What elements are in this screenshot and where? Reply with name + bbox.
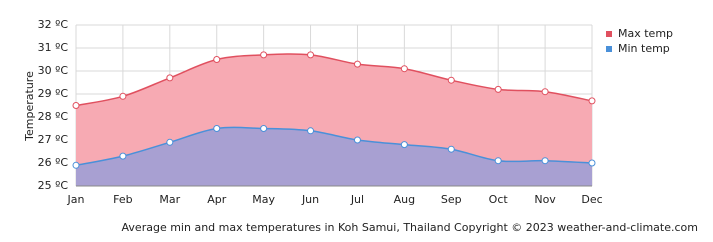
- legend-label: Min temp: [618, 42, 670, 55]
- point: [447, 76, 455, 84]
- x-tick-label: Mar: [159, 193, 180, 206]
- x-tick-label: Feb: [113, 193, 132, 206]
- point: [588, 97, 596, 105]
- point: [541, 157, 549, 165]
- area: [76, 127, 592, 186]
- point: [166, 138, 174, 146]
- point: [213, 56, 221, 63]
- x-tick-label: Sep: [441, 193, 462, 206]
- x-tick-label: Aug: [394, 193, 415, 206]
- point: [541, 88, 549, 96]
- y-tick-label: 30 ºC: [38, 64, 69, 77]
- point: [213, 125, 221, 132]
- point: [494, 85, 502, 93]
- point: [166, 74, 174, 82]
- x-tick-label: Jul: [350, 193, 364, 206]
- y-tick-label: 28 ºC: [38, 110, 69, 123]
- point: [588, 159, 596, 167]
- x-tick-label: Dec: [581, 193, 602, 206]
- legend-label: Max temp: [618, 27, 673, 40]
- legend-swatch: [606, 46, 612, 52]
- point: [400, 65, 408, 73]
- point: [260, 51, 268, 59]
- y-tick-label: 25 ºC: [38, 179, 69, 192]
- point: [72, 102, 80, 109]
- line: [75, 53, 593, 107]
- point: [307, 51, 315, 59]
- y-tick-label: 26 ºC: [38, 156, 69, 169]
- x-tick-label: May: [252, 193, 275, 206]
- point: [353, 136, 361, 144]
- y-tick-label: 31 ºC: [38, 41, 69, 54]
- x-tick-label: Apr: [207, 193, 227, 206]
- point: [260, 125, 268, 132]
- point: [119, 92, 127, 100]
- point: [119, 152, 127, 160]
- point: [494, 157, 502, 165]
- point: [72, 161, 80, 169]
- x-tick-label: Jan: [67, 193, 85, 206]
- point: [307, 127, 315, 135]
- line: [75, 126, 593, 167]
- point: [353, 60, 361, 68]
- x-tick-label: Nov: [534, 193, 556, 206]
- x-tick-label: Oct: [489, 193, 509, 206]
- y-tick-label: 27 ºC: [38, 133, 69, 146]
- x-tick-label: Jun: [301, 193, 319, 206]
- point: [400, 141, 408, 149]
- point: [447, 145, 455, 153]
- legend-swatch: [606, 31, 612, 37]
- y-axis-label: Temperature: [23, 71, 36, 142]
- footer: Average min and max temperatures in Koh …: [122, 221, 698, 234]
- y-tick-label: 32 ºC: [38, 18, 69, 31]
- y-tick-label: 29 ºC: [38, 87, 69, 100]
